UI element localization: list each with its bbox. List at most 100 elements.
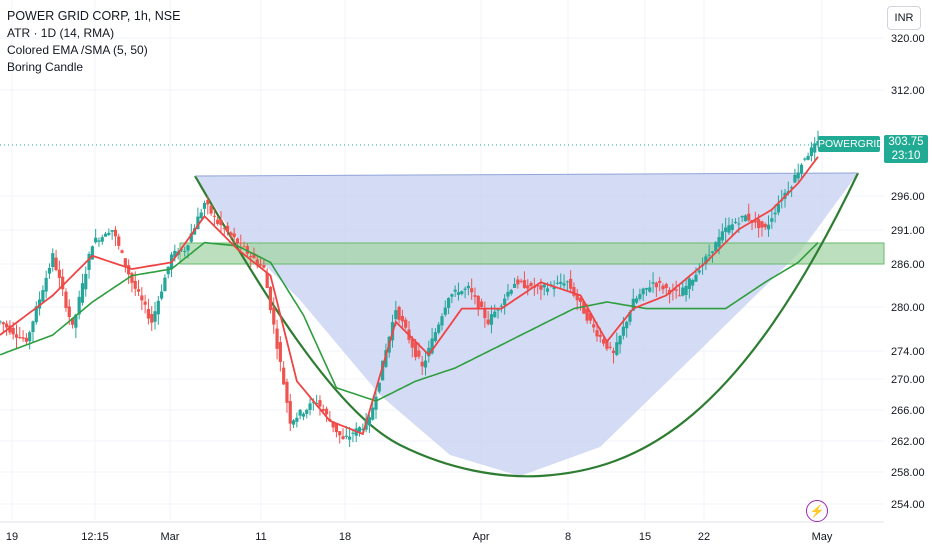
legend-boring-candle[interactable]: Boring Candle	[7, 60, 84, 74]
price-axis[interactable]: 320.00 312.00 296.00 291.00 286.00 280.00 274.…	[891, 33, 925, 511]
candles-group	[0, 130, 820, 447]
candle-body	[460, 291, 464, 295]
candle-body	[4, 323, 9, 328]
candle-body	[476, 296, 480, 310]
candle-body	[545, 288, 550, 292]
candle-body	[160, 291, 164, 299]
price-tick-label: 296.00	[891, 191, 925, 203]
candle-body	[691, 280, 695, 286]
candle-body	[249, 256, 253, 258]
candle-body	[522, 280, 527, 288]
price-tick-label: 286.00	[891, 259, 925, 271]
candle-body	[80, 283, 85, 303]
candle-body	[21, 337, 25, 339]
candle-body	[776, 203, 781, 213]
candle-body	[582, 301, 586, 314]
price-tick-label: 274.00	[891, 346, 925, 358]
chart-legend: POWER GRID CORP, 1h, NSE ATR · 1D (14, R…	[7, 8, 180, 76]
candle-body	[654, 282, 658, 288]
candle-body	[674, 289, 678, 291]
candle-body	[348, 436, 352, 440]
candle-body	[8, 325, 12, 333]
candle-body	[463, 288, 467, 290]
last-price-tag: 303.75 23:10	[884, 135, 928, 163]
lightning-bolt-icon[interactable]: ⚡	[806, 500, 828, 522]
candle-body	[232, 233, 236, 238]
price-tick-label: 320.00	[891, 33, 925, 45]
price-tick-label: 254.00	[891, 499, 925, 511]
candle-body	[651, 282, 655, 284]
candle-body	[539, 285, 543, 290]
candle-body	[760, 221, 764, 228]
time-tick-label: 8	[565, 531, 571, 543]
candle-body	[0, 321, 2, 323]
candle-body	[456, 292, 461, 295]
candle-body	[255, 259, 259, 266]
candle-body	[427, 347, 431, 357]
candle-body	[569, 278, 573, 289]
price-tick-label: 291.00	[891, 225, 925, 237]
candle-body	[61, 276, 65, 290]
candle-body	[512, 284, 517, 288]
price-tick-label: 312.00	[891, 85, 925, 97]
candle-body	[806, 155, 810, 160]
candle-body	[710, 251, 715, 253]
candle-body	[41, 290, 45, 302]
candle-body	[486, 319, 490, 325]
candle-body	[743, 215, 748, 222]
candle-body	[470, 288, 474, 293]
candle-body	[542, 284, 546, 288]
candle-body	[67, 306, 71, 318]
time-tick-label: 22	[698, 531, 710, 543]
candle-body	[664, 284, 668, 288]
candle-body	[143, 301, 147, 305]
candle-body	[173, 250, 177, 258]
candle-body	[605, 340, 609, 349]
candle-body	[301, 413, 306, 417]
candle-body	[252, 253, 256, 259]
candle-body	[641, 288, 645, 295]
candle-body	[585, 308, 589, 321]
candle-body	[394, 310, 398, 320]
candle-body	[186, 245, 190, 251]
candle-body	[453, 289, 457, 292]
candle-body	[37, 299, 42, 309]
candle-body	[361, 428, 365, 430]
candle-body	[747, 213, 751, 221]
candle-body	[773, 212, 777, 215]
candle-body	[318, 400, 322, 407]
candle-body	[588, 313, 593, 321]
candle-body	[275, 328, 279, 349]
legend-symbol-title[interactable]: POWER GRID CORP, 1h, NSE	[7, 9, 181, 23]
candle-body	[90, 246, 94, 260]
candle-body	[598, 334, 602, 337]
candle-body	[433, 332, 437, 342]
candle-body	[526, 285, 530, 289]
candle-body	[707, 254, 711, 256]
currency-button[interactable]: INR	[887, 6, 921, 30]
candle-body	[592, 324, 596, 328]
legend-atr[interactable]: ATR · 1D (14, RMA)	[7, 26, 115, 40]
candle-body	[127, 265, 131, 275]
candle-body	[417, 350, 421, 357]
candle-body	[450, 294, 454, 297]
legend-ema-sma[interactable]: Colored EMA /SMA (5, 50)	[7, 43, 148, 57]
time-axis[interactable]: 19 12:15 Mar 11 18 Apr 8 15 22 May	[0, 521, 884, 543]
candle-body	[493, 311, 497, 318]
time-tick-label: Apr	[472, 531, 489, 543]
candle-body	[324, 408, 329, 415]
candle-body	[64, 291, 68, 308]
candle-body	[229, 232, 233, 236]
candle-body	[658, 280, 662, 283]
time-tick-label: Mar	[161, 531, 180, 543]
candle-body	[499, 305, 503, 307]
candle-body	[133, 280, 137, 289]
candle-body	[757, 219, 761, 229]
candle-body	[31, 321, 35, 333]
candle-body	[107, 232, 111, 235]
candle-body	[602, 339, 606, 344]
candle-body	[163, 277, 167, 292]
candle-body	[265, 272, 269, 289]
